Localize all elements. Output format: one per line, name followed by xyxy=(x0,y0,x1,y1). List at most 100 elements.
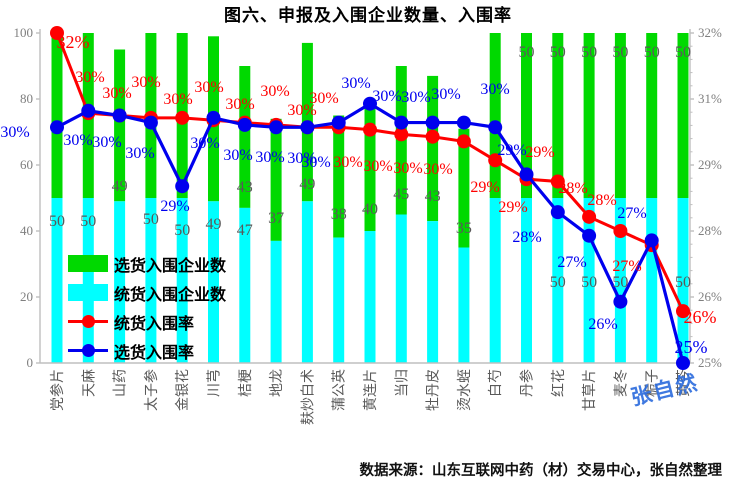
x-axis-label: 栀子 xyxy=(644,369,660,397)
selected-rate-line-marker xyxy=(112,108,127,123)
selected-rate-line-marker xyxy=(613,294,628,309)
bar-selected-20 xyxy=(646,33,658,198)
selected-rate-label: 30% xyxy=(125,145,154,162)
unified-rate-label: 30% xyxy=(75,69,104,86)
unified-rate-line-marker xyxy=(394,127,409,142)
bar-unified-17 xyxy=(552,198,564,363)
unified-rate-line-marker xyxy=(676,304,690,319)
bar-unified-18 xyxy=(583,198,595,363)
x-axis-label: 黄芩 xyxy=(675,369,691,397)
bar-selected-8 xyxy=(270,118,282,241)
unified-rate-label: 30% xyxy=(131,74,160,91)
selected-rate-line-marker xyxy=(425,115,440,130)
bar-unified-15 xyxy=(489,198,501,363)
legend-item-1: 选货入围企业数 xyxy=(68,249,226,278)
unified-rate-label: 30% xyxy=(393,160,422,177)
unified-rate-label: 30% xyxy=(225,96,254,113)
bar-unified-20 xyxy=(646,198,658,363)
legend-label: 统货入围企业数 xyxy=(114,286,227,304)
unified-rate-label: 30% xyxy=(260,83,289,100)
x-axis-label: 天麻 xyxy=(80,369,96,397)
bar-unified-16 xyxy=(521,198,532,363)
unified-rate-line-marker xyxy=(550,174,565,189)
selected-rate-line-marker xyxy=(81,103,96,118)
bar-unified-9 xyxy=(301,201,313,363)
x-axis-label: 金银花 xyxy=(174,369,190,411)
unified-rate-line-marker xyxy=(613,224,628,238)
bar-unified-7 xyxy=(239,207,251,363)
x-axis-label: 麦冬 xyxy=(612,369,628,397)
bar-value-label: 50 xyxy=(519,44,535,61)
x-axis-label: 麸炒白术 xyxy=(299,369,315,425)
bar-value-label: 50 xyxy=(675,44,691,61)
bar-value-label: 50 xyxy=(581,274,597,291)
bar-unified-6 xyxy=(208,201,219,363)
selected-rate-label: 30% xyxy=(223,147,252,164)
bar-selected-13 xyxy=(427,75,439,222)
unified-rate-label: 30% xyxy=(423,161,452,178)
bar-value-label: 50 xyxy=(581,44,597,61)
bar-unified-21 xyxy=(677,198,689,363)
x-axis-label: 川芎 xyxy=(206,369,222,397)
legend-item-3: 统货入围率 xyxy=(68,307,226,336)
selected-rate-label: 28% xyxy=(512,229,541,246)
selected-rate-line-marker xyxy=(143,115,158,130)
legend-item-2: 统货入围企业数 xyxy=(68,278,226,307)
selected-rate-line-marker xyxy=(50,120,64,135)
legend-label: 选货入围率 xyxy=(114,344,195,362)
bar-value-label: 43 xyxy=(425,188,441,205)
unified-rate-label: 28% xyxy=(587,192,616,209)
bar-unified-1 xyxy=(51,198,63,363)
right-axis-label: 25% xyxy=(698,355,722,370)
x-axis-label: 红花 xyxy=(550,369,566,397)
legend-line-icon xyxy=(68,342,108,359)
unified-rate-line-marker xyxy=(425,129,440,144)
x-axis-label: 黄连片 xyxy=(362,369,378,411)
bar-selected-18 xyxy=(583,33,595,198)
unified-rate-line-marker xyxy=(50,26,64,40)
selected-rate-line-marker xyxy=(456,115,471,130)
selected-rate-line-marker xyxy=(331,115,346,130)
left-axis-label: 100 xyxy=(14,25,34,40)
unified-rate-label: 30% xyxy=(309,90,338,107)
selected-rate-label: 30% xyxy=(63,132,92,149)
bar-selected-19 xyxy=(614,33,626,198)
selected-rate-line-marker xyxy=(206,110,221,125)
legend-label: 统货入围率 xyxy=(114,315,195,333)
x-axis-label: 烫水蛭 xyxy=(456,369,472,411)
unified-rate-line-marker xyxy=(488,153,503,168)
bar-unified-5 xyxy=(176,198,188,363)
unified-rate-label: 30% xyxy=(194,79,223,96)
legend-item-4: 选货入围率 xyxy=(68,336,226,365)
x-axis-label: 当归 xyxy=(393,369,409,397)
right-axis-label: 26% xyxy=(698,289,722,304)
bar-value-label: 35 xyxy=(456,220,472,237)
bar-value-label: 40 xyxy=(362,201,378,218)
selected-rate-line-marker xyxy=(394,115,409,130)
bar-value-label: 50 xyxy=(612,274,628,291)
bar-value-label: 50 xyxy=(143,211,159,228)
bar-unified-14 xyxy=(458,247,470,363)
bar-value-label: 49 xyxy=(299,176,315,193)
x-axis-label: 牡丹皮 xyxy=(425,369,441,411)
chart-legend: 选货入围企业数统货入围企业数 统货入围率选货入围率 xyxy=(68,249,226,365)
left-axis-label: 20 xyxy=(20,289,33,304)
selected-rate-label: 30% xyxy=(372,88,401,105)
selected-rate-label: 27% xyxy=(617,205,646,222)
selected-rate-label: 30% xyxy=(0,124,29,141)
bar-value-label: 50 xyxy=(174,222,190,239)
bar-value-label: 50 xyxy=(644,44,660,61)
right-axis-label: 32% xyxy=(698,25,722,40)
selected-rate-line-marker xyxy=(644,233,659,248)
unified-rate-line-marker xyxy=(582,209,597,224)
bar-value-label: 49 xyxy=(206,216,222,233)
selected-rate-line-marker xyxy=(676,356,690,370)
unified-rate-line-marker xyxy=(456,134,471,149)
bar-selected-11 xyxy=(364,99,376,231)
bar-selected-15 xyxy=(489,33,501,198)
bar-unified-4 xyxy=(145,198,157,363)
unified-rate-label: 30% xyxy=(102,85,131,102)
source-note: 数据来源：山东互联网中药（材）交易中心，张自然整理 xyxy=(359,463,723,479)
